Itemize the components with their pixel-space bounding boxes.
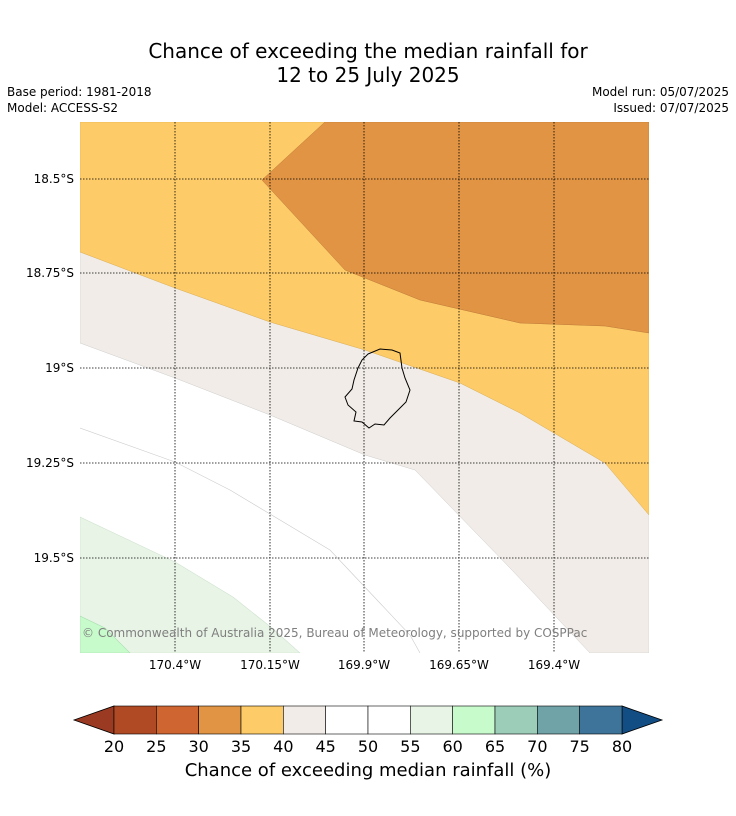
map-area: © Commonwealth of Australia 2025, Bureau… (80, 122, 649, 653)
colorbar-tick-label: 50 (358, 737, 378, 756)
lat-label: 18.5°S (34, 172, 74, 186)
colorbar-tick-label: 55 (400, 737, 420, 756)
region-60-65 (80, 615, 131, 653)
colorbar-tick-label: 80 (612, 737, 632, 756)
colorbar-cell (579, 705, 623, 735)
issued-label: Issued: 07/07/2025 (613, 101, 729, 115)
colorbar-cell (410, 705, 453, 735)
lon-label: 169.9°W (338, 658, 390, 672)
copyright-note: © Commonwealth of Australia 2025, Bureau… (82, 626, 587, 640)
colorbar-cell (452, 705, 496, 735)
colorbar-tick-label: 45 (315, 737, 335, 756)
chart-title-line2: 12 to 25 July 2025 (276, 63, 460, 87)
colorbar-cell (113, 705, 157, 735)
gridlines (80, 122, 649, 653)
colorbar-tick-label: 60 (442, 737, 462, 756)
colorbar-under-arrow (72, 705, 115, 735)
colorbar-tick-label: 30 (188, 737, 208, 756)
lon-label: 169.65°W (429, 658, 489, 672)
colorbar-tick-label: 35 (231, 737, 251, 756)
colorbar-tick-label: 40 (273, 737, 293, 756)
lat-label: 19°S (45, 361, 74, 375)
lon-label: 170.15°W (240, 658, 300, 672)
colorbar-cell (198, 705, 242, 735)
colorbar-tick-label: 65 (485, 737, 505, 756)
colorbar-cell (494, 705, 538, 735)
base-period-label: Base period: 1981-2018 (7, 85, 152, 99)
colorbar-cell (367, 705, 411, 735)
lon-label: 170.4°W (149, 658, 201, 672)
colorbar-over-arrow (621, 705, 664, 735)
region-30-35 (261, 122, 649, 334)
colorbar-cell (283, 705, 326, 735)
chart-title-line1: Chance of exceeding the median rainfall … (148, 39, 588, 63)
colorbar-title: Chance of exceeding median rainfall (%) (184, 760, 552, 781)
contour-line-a (80, 427, 421, 653)
colorbar-tick-label: 70 (527, 737, 547, 756)
lon-label: 169.4°W (528, 658, 580, 672)
island-outline (344, 348, 411, 429)
model-label: Model: ACCESS-S2 (7, 101, 119, 115)
colorbar-tick-label: 25 (146, 737, 166, 756)
lat-label: 18.75°S (26, 266, 74, 280)
lat-labels: 18.5°S 18.75°S 19°S 19.25°S 19.5°S (26, 172, 74, 565)
colorbar-cell (240, 705, 284, 735)
lat-label: 19.25°S (26, 456, 74, 470)
colorbar-cell (156, 705, 199, 735)
colorbar-tick-label: 75 (569, 737, 589, 756)
model-run-label: Model run: 05/07/2025 (591, 85, 729, 99)
colorbar-cell (537, 705, 580, 735)
region-55-60 (80, 516, 301, 653)
lat-label: 19.5°S (34, 551, 74, 565)
colorbar-cell (325, 705, 369, 735)
lon-labels: 170.4°W 170.15°W 169.9°W 169.65°W 169.4°… (149, 658, 580, 672)
colorbar-tick-label: 20 (104, 737, 124, 756)
colorbar: 20 25 30 35 40 45 50 55 60 65 70 75 80 (72, 705, 664, 756)
